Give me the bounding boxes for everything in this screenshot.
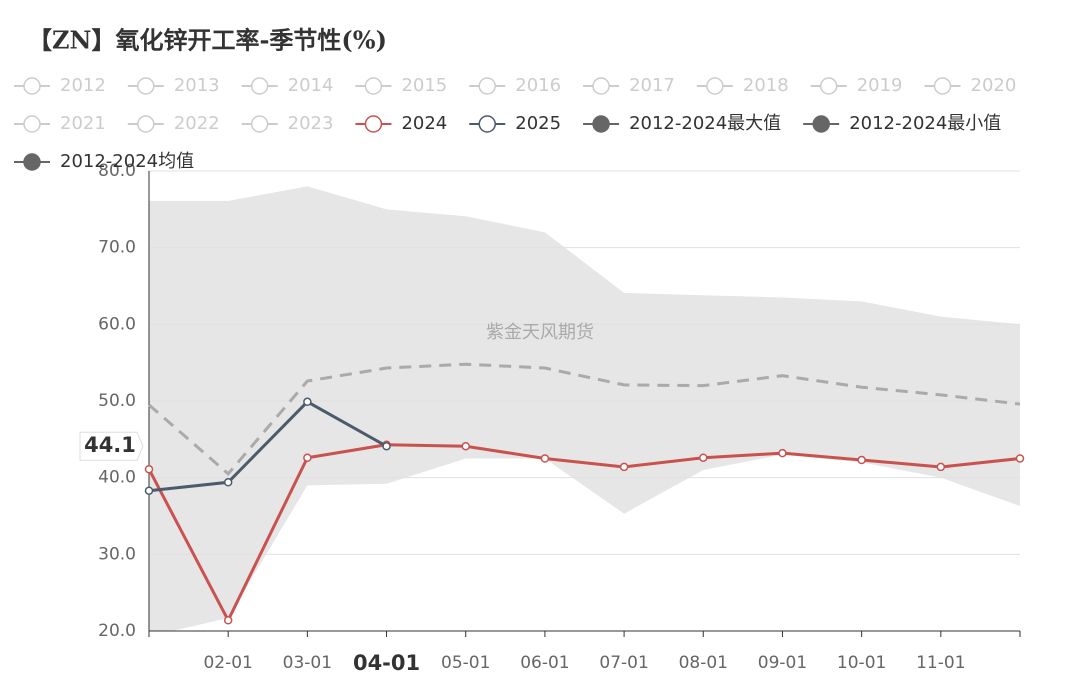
legend-item[interactable]: 2012-2024最大值	[583, 113, 781, 134]
legend-label: 2025	[515, 113, 561, 134]
data-point	[144, 486, 154, 495]
chart-title: 【ZN】氧化锌开工率-季节性(%)	[28, 26, 387, 55]
series-line	[148, 399, 388, 493]
legend-swatch	[933, 77, 952, 95]
legend-item[interactable]: 2015	[355, 75, 447, 96]
legend-item[interactable]: 2018	[696, 75, 789, 96]
series-line	[148, 362, 1021, 476]
data-point	[144, 464, 154, 474]
x-tick-label: 07-01	[599, 653, 648, 673]
legend-label: 2022	[174, 113, 220, 134]
legend-label: 2013	[174, 75, 220, 96]
legend-item[interactable]: 2025	[469, 113, 561, 134]
legend-label: 2015	[401, 75, 447, 96]
legend-label: 2012-2024最小值	[849, 113, 1001, 134]
legend-item[interactable]: 2020	[924, 75, 1017, 96]
legend-swatch	[819, 77, 838, 95]
y-tick-label: 80.0	[98, 161, 136, 181]
data-point	[223, 616, 233, 625]
y-tick-label: 40.0	[98, 468, 136, 488]
legend-item[interactable]: 2021	[14, 113, 106, 134]
legend-swatch	[137, 77, 155, 95]
legend-swatch	[812, 115, 830, 133]
legend-item[interactable]: 2013	[127, 75, 220, 96]
legend-label: 2017	[629, 75, 675, 96]
band-area	[149, 454, 1020, 637]
data-point	[540, 454, 550, 463]
legend-swatch	[478, 115, 496, 133]
legend-item[interactable]: 2014	[241, 75, 334, 96]
legend-swatch	[250, 115, 269, 133]
legend-label: 2016	[515, 75, 561, 96]
legend-item[interactable]: 2019	[810, 75, 903, 96]
x-tick-label: 10-01	[837, 653, 886, 673]
y-pointer-label: 44.1	[84, 433, 136, 457]
legend-label: 2012-2024均值	[60, 151, 194, 172]
data-point	[778, 448, 787, 458]
legend-item[interactable]: 2012-2024最小值	[803, 113, 1001, 134]
legend-item[interactable]: 2024	[355, 113, 447, 134]
y-tick-label: 60.0	[98, 314, 136, 334]
watermark: 紫金天风期货	[486, 322, 594, 343]
x-tick-label: 03-01	[283, 653, 332, 673]
legend-swatch	[137, 115, 155, 133]
data-point	[461, 441, 470, 451]
legend-label: 2023	[288, 113, 334, 134]
legend-item[interactable]: 2012-2024均值	[14, 151, 194, 172]
data-point	[619, 462, 629, 472]
pointer-label-bg	[350, 648, 423, 678]
legend-label: 2021	[60, 113, 106, 134]
legend-item[interactable]: 2012	[14, 75, 106, 96]
legend-label: 2012	[60, 75, 106, 96]
y-tick-label: 20.0	[98, 621, 136, 641]
data-point	[303, 397, 312, 407]
data-point	[382, 441, 391, 451]
y-pointer-box	[79, 431, 144, 461]
x-tick-label: 11-01	[916, 653, 965, 673]
x-tick-label: 08-01	[679, 653, 728, 673]
legend-swatch	[23, 77, 41, 95]
data-point	[303, 453, 312, 462]
legend-swatch	[706, 77, 724, 95]
x-tick-label: 09-01	[758, 653, 807, 673]
legend-swatch	[592, 77, 610, 95]
legend-label: 2024	[401, 113, 447, 134]
legend-swatch	[23, 153, 41, 171]
legend-swatch	[478, 77, 496, 95]
legend-swatch	[23, 115, 41, 133]
x-pointer-label: 04-01	[353, 651, 420, 675]
legend-swatch	[250, 77, 269, 95]
y-tick-label: 70.0	[98, 238, 136, 258]
legend-swatch	[364, 77, 383, 95]
y-tick-label: 30.0	[98, 544, 136, 564]
data-point	[699, 453, 708, 462]
x-tick-label: 05-01	[441, 653, 490, 673]
data-point	[936, 462, 946, 472]
x-tick-label: 02-01	[203, 653, 252, 673]
legend-item[interactable]: 2023	[241, 113, 334, 134]
legend-swatch	[364, 115, 383, 133]
legend-item[interactable]: 2016	[469, 75, 561, 96]
x-tick-label: 06-01	[520, 653, 569, 673]
y-tick-label: 50.0	[98, 391, 136, 411]
legend-item[interactable]: 2022	[127, 113, 220, 134]
legend-label: 2020	[971, 75, 1017, 96]
legend-item[interactable]: 2017	[583, 75, 675, 96]
data-point	[1015, 454, 1025, 463]
legend-swatch	[592, 115, 610, 133]
data-point	[223, 478, 233, 487]
legend-label: 2018	[743, 75, 789, 96]
legend-label: 2012-2024最大值	[629, 113, 781, 134]
legend-label: 2019	[857, 75, 903, 96]
legend-label: 2014	[288, 75, 334, 96]
data-point	[857, 455, 866, 465]
series-line	[147, 443, 1021, 624]
